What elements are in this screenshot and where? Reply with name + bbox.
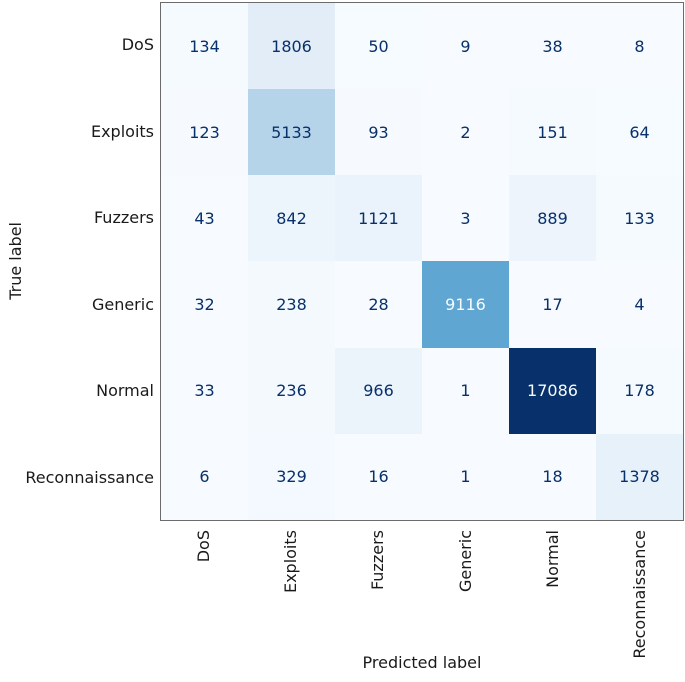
matrix-cell-r2c4: 889 [509, 175, 596, 262]
y-tick-label-generic: Generic [91, 294, 154, 314]
matrix-cell-r3c4: 17 [509, 261, 596, 348]
matrix-cell-r4c5: 178 [596, 347, 683, 434]
x-tick-label-generic: Generic [455, 530, 475, 593]
matrix-cell-r4c1: 236 [248, 347, 335, 434]
matrix-cell-r2c5: 133 [596, 175, 683, 262]
y-tick-label-reconnaissance: Reconnaissance [25, 467, 154, 487]
matrix-cell-r2c1: 842 [248, 175, 335, 262]
matrix-cell-r5c4: 18 [509, 433, 596, 520]
matrix-cell-r4c4: 17086 [509, 347, 596, 434]
matrix-cell-r3c2: 28 [335, 261, 422, 348]
matrix-cell-r0c1: 1806 [248, 3, 335, 90]
x-tick-label-reconnaissance: Reconnaissance [630, 530, 650, 659]
matrix-cell-r5c1: 329 [248, 433, 335, 520]
matrix-cell-r3c3: 9116 [422, 261, 509, 348]
matrix-cell-r1c0: 123 [161, 89, 248, 176]
matrix-cell-r3c1: 238 [248, 261, 335, 348]
matrix-cell-r1c3: 2 [422, 89, 509, 176]
matrix-cell-r3c5: 4 [596, 261, 683, 348]
x-tick-label-exploits: Exploits [281, 530, 300, 594]
matrix-cell-r2c0: 43 [161, 175, 248, 262]
matrix-cell-r0c5: 8 [596, 3, 683, 90]
heatmap-plot-area: 134 1806 50 9 38 8 123 5133 93 2 151 64 43 842 1121 3 88… [160, 2, 684, 521]
matrix-cell-r0c4: 38 [509, 3, 596, 90]
y-tick-label-dos: DoS [121, 35, 154, 55]
matrix-cell-r1c1: 5133 [248, 89, 335, 176]
matrix-cell-r1c2: 93 [335, 89, 422, 176]
matrix-cell-r5c0: 6 [161, 433, 248, 520]
matrix-cell-r4c2: 966 [335, 347, 422, 434]
matrix-cell-r5c2: 16 [335, 433, 422, 520]
y-tick-label-exploits: Exploits [90, 121, 154, 141]
matrix-cell-r0c0: 134 [161, 3, 248, 90]
x-tick-label-fuzzers: Fuzzers [368, 530, 388, 591]
x-tick-label-normal: Normal [543, 530, 562, 588]
matrix-cell-r4c3: 1 [422, 347, 509, 434]
matrix-cell-r1c4: 151 [509, 89, 596, 176]
matrix-cell-r0c2: 50 [335, 3, 422, 90]
matrix-cell-r5c3: 1 [422, 433, 509, 520]
x-axis-label: Predicted label [362, 653, 482, 672]
matrix-cell-r2c3: 3 [422, 175, 509, 262]
y-tick-label-fuzzers: Fuzzers [93, 208, 154, 228]
matrix-cell-r4c0: 33 [161, 347, 248, 434]
x-tick-label-dos: DoS [193, 530, 213, 563]
matrix-cell-r5c5: 1378 [596, 433, 683, 520]
matrix-cell-r0c3: 9 [422, 3, 509, 90]
matrix-cell-r1c5: 64 [596, 89, 683, 176]
y-axis-label: True label [6, 222, 25, 300]
y-tick-label-normal: Normal [96, 381, 154, 401]
matrix-cell-r3c0: 32 [161, 261, 248, 348]
matrix-cell-r2c2: 1121 [335, 175, 422, 262]
